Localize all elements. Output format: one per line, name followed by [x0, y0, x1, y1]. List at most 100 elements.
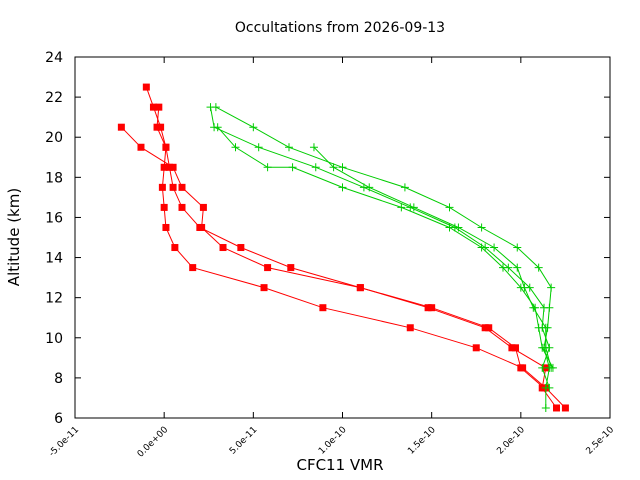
y-tick-label: 22 [45, 90, 63, 106]
data-point [237, 244, 245, 252]
y-tick-label: 8 [54, 371, 63, 387]
series-2 [153, 103, 560, 412]
data-point [166, 163, 174, 171]
data-point [264, 264, 272, 272]
data-point [445, 203, 454, 212]
x-tick-label: 2.5e-10 [585, 425, 617, 457]
data-point [517, 364, 525, 372]
x-tick-label: 1.5e-10 [406, 425, 438, 457]
data-point [397, 203, 406, 212]
data-point [445, 223, 454, 232]
data-point [553, 404, 560, 412]
data-point [309, 143, 318, 152]
y-tick-label: 24 [45, 50, 63, 66]
data-point [155, 103, 163, 111]
data-point [541, 343, 550, 352]
data-point [538, 363, 547, 372]
data-point [149, 103, 157, 111]
x-tick-label: -5.0e-11 [47, 425, 81, 459]
y-tick-label: 18 [45, 170, 63, 186]
x-tick-label: 1.0e-10 [317, 425, 349, 457]
x-tick-label: 2.0e-10 [495, 425, 527, 457]
data-point [511, 344, 519, 352]
data-point [231, 143, 240, 152]
x-tick-label: 5.0e-11 [228, 425, 260, 457]
data-point [219, 244, 227, 252]
y-axis-label: Altitude (km) [5, 188, 23, 286]
data-point [547, 283, 556, 292]
data-point [508, 344, 516, 352]
data-point [288, 163, 297, 172]
x-axis: -5.0e-11 0.0e+00 5.0e-11 1.0e-10 1.5e-10 2.0e… [47, 57, 616, 460]
y-tick-label: 20 [45, 130, 63, 146]
data-point [529, 303, 538, 312]
data-point [561, 404, 569, 412]
data-point [153, 123, 161, 131]
data-point [356, 284, 364, 292]
data-point [319, 304, 327, 312]
data-point [400, 183, 409, 192]
series-layer [117, 83, 569, 412]
data-point [137, 143, 145, 151]
series-5 [206, 103, 554, 392]
x-axis-label: CFC11 VMR [296, 456, 383, 474]
data-point [117, 123, 125, 131]
series-1 [142, 83, 569, 412]
data-point [254, 143, 263, 152]
data-point [198, 223, 206, 231]
series-line [215, 106, 552, 408]
data-point [534, 323, 543, 332]
y-tick-label: 12 [45, 291, 63, 307]
y-tick-label: 16 [45, 210, 63, 226]
y-axis: 6 8 10 12 14 16 18 20 22 24 [45, 50, 610, 427]
data-point [513, 243, 522, 252]
data-point [481, 324, 489, 332]
data-point [409, 203, 418, 212]
data-point [547, 363, 556, 372]
series-line [156, 107, 557, 409]
data-point [472, 344, 480, 352]
data-point [287, 264, 295, 272]
x-tick-label: 0.0e+00 [136, 425, 171, 460]
data-point [338, 183, 347, 192]
series-7 [309, 143, 556, 372]
series-line [145, 86, 566, 409]
y-tick-label: 10 [45, 331, 63, 347]
data-point [338, 163, 347, 172]
data-point [406, 324, 414, 332]
data-point [365, 183, 374, 192]
data-point [158, 183, 166, 191]
data-point [160, 163, 168, 171]
data-point [329, 163, 338, 172]
data-point [162, 143, 170, 151]
data-point [311, 163, 320, 172]
data-point [178, 183, 186, 191]
data-point [213, 123, 222, 132]
data-point [171, 244, 179, 252]
data-point [513, 263, 522, 272]
data-point [162, 223, 170, 231]
data-point [499, 263, 507, 272]
data-point [490, 243, 499, 252]
data-point [541, 403, 550, 412]
data-point [477, 223, 486, 232]
data-point [520, 283, 529, 292]
data-point [545, 383, 554, 392]
data-point [157, 123, 165, 131]
data-point [260, 284, 268, 292]
data-point [178, 203, 186, 211]
data-point [199, 203, 207, 211]
y-tick-label: 14 [45, 251, 63, 267]
series-line [217, 126, 554, 369]
data-point [249, 123, 258, 132]
data-point [169, 163, 177, 171]
data-point [206, 103, 215, 112]
series-6 [213, 123, 557, 372]
data-point [534, 263, 543, 272]
data-point [477, 243, 486, 252]
data-point [285, 143, 293, 152]
series-line [210, 107, 550, 389]
data-point [485, 324, 493, 332]
data-point [428, 304, 436, 312]
